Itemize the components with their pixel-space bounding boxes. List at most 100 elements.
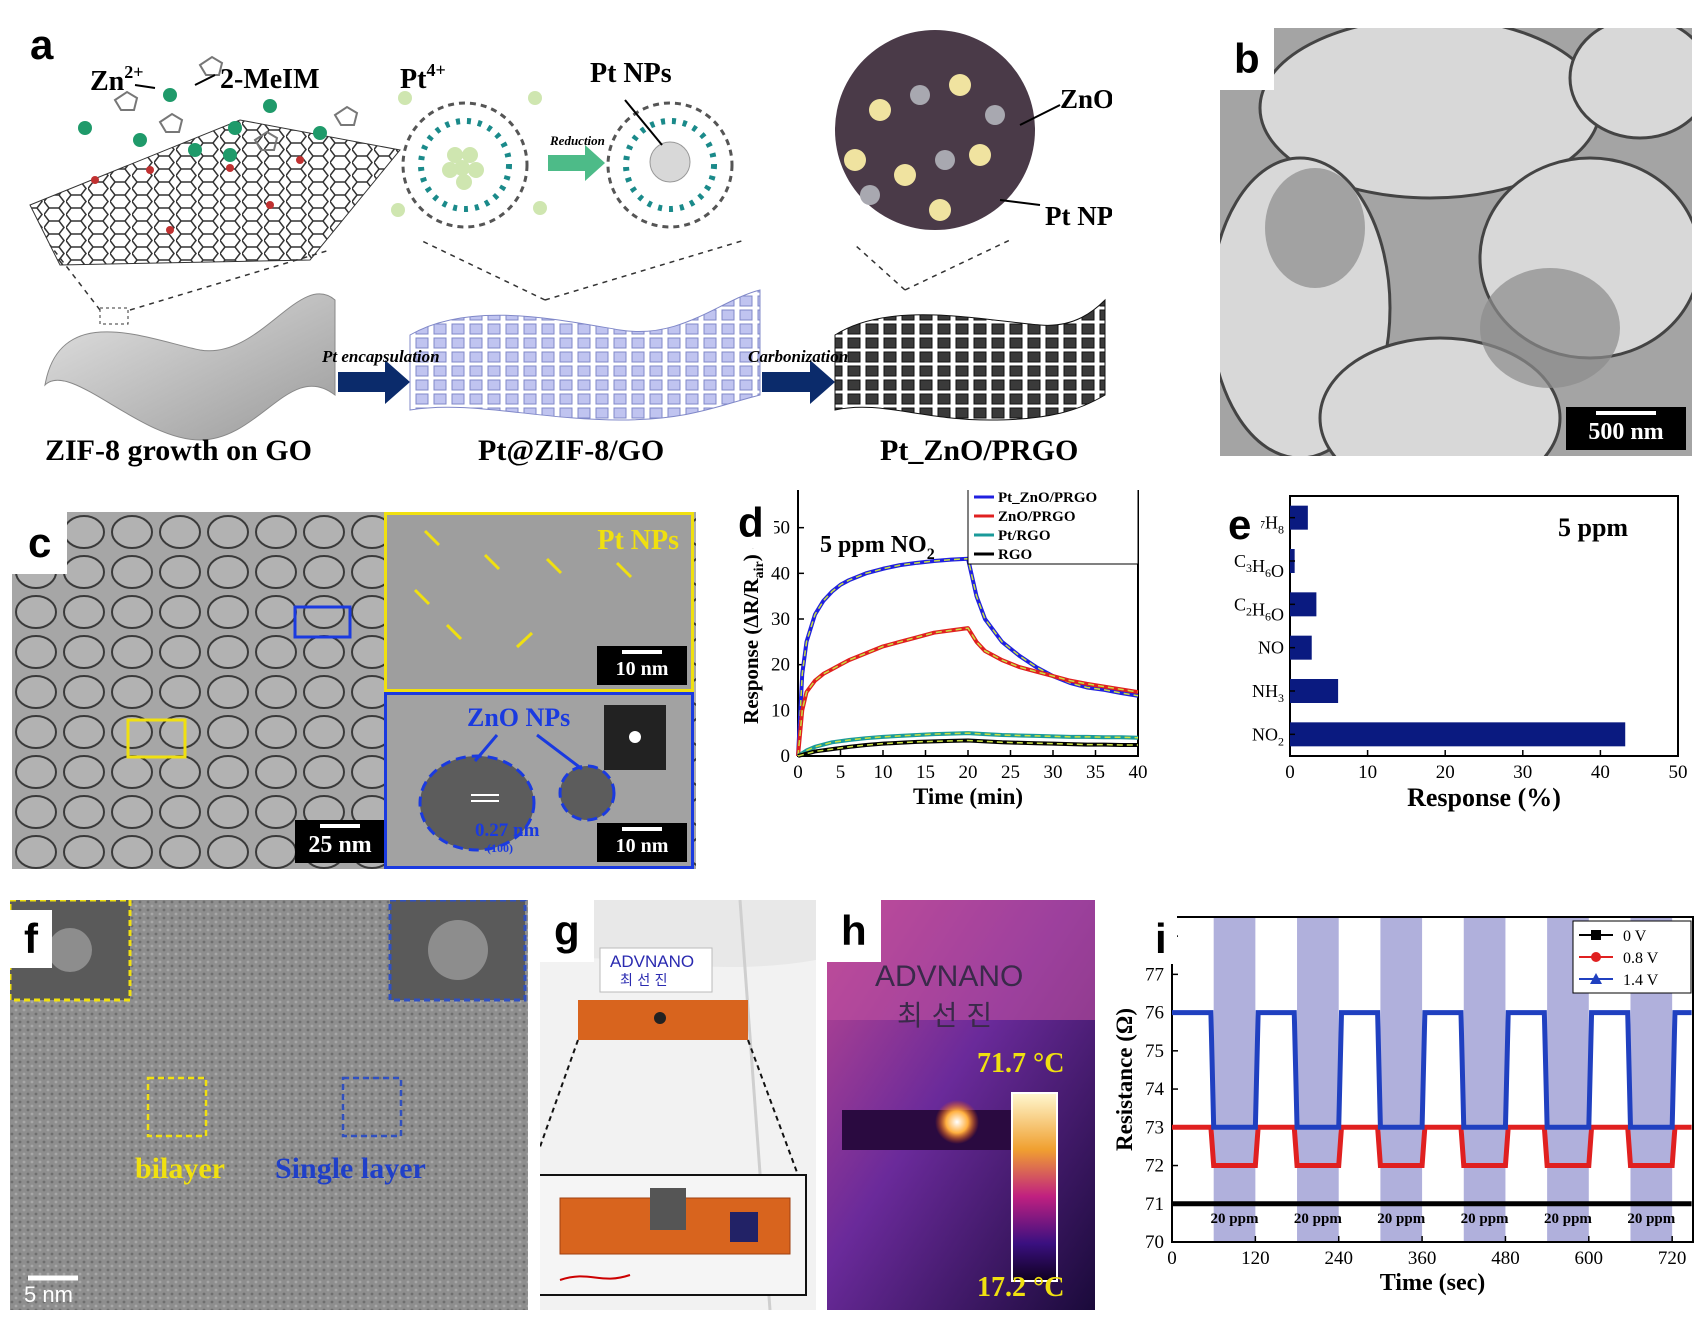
- chart-d-series-0: [796, 556, 1139, 757]
- chart-d-ytick-label: 10: [771, 700, 790, 721]
- chart-d-legend-label: RGO: [998, 547, 1032, 563]
- carbonization-label: Carbonization: [748, 347, 848, 366]
- pt-nps-arrow: [624, 99, 663, 146]
- pt-ion-label: Pt4+: [400, 60, 446, 95]
- hot-spot: [935, 1100, 979, 1144]
- chart-i-ytick-label: 71: [1145, 1194, 1164, 1215]
- step2-label: Pt@ZIF-8/GO: [478, 434, 664, 467]
- name-tag: [599, 947, 713, 993]
- panel-c-scale-text: 25 nm: [308, 832, 372, 858]
- chart-i-legend-label: 1.4 V: [1623, 972, 1659, 989]
- chart-i-exposure-band: [1463, 917, 1506, 1242]
- thermal-colorbar: [1011, 1092, 1058, 1282]
- inset-top-label: Pt NPs: [597, 525, 679, 556]
- inset-bottom-scale-text: 10 nm: [615, 835, 669, 857]
- chart-i-exposure-band: [1380, 917, 1423, 1242]
- chart-i-series-1: [1172, 1124, 1692, 1169]
- single-layer-label: Single layer: [275, 1152, 426, 1185]
- panel-b-tem: [1220, 28, 1692, 456]
- chart-d-ytick-label: 20: [771, 655, 790, 676]
- inset-bottom-scalebar: 10 nm: [597, 823, 687, 862]
- thermal-text-line1: ADVNANO: [875, 960, 1024, 993]
- chart-i-xlabel: Time (sec): [1380, 1270, 1486, 1296]
- chart-i-xtick-label: 0: [1167, 1248, 1177, 1269]
- panel-g-photo: [540, 900, 816, 1310]
- chart-i: 20 ppm 20 ppm 20 ppm 20 ppm 20 ppm 20 ppm 0 120…: [1112, 916, 1694, 1296]
- panel-d: d 0 5 10 15 20 25 30 35 40 0 10 20 30 40 50 60 Time (min…: [700, 490, 1200, 880]
- chart-d-xlabel: Time (min): [913, 784, 1023, 809]
- panel-f-hrtem: [10, 900, 528, 1310]
- chart-d-ytick-label: 30: [771, 609, 790, 630]
- chart-i-exposure-label: 20 ppm: [1627, 1211, 1675, 1227]
- chart-i-legend-marker: [1591, 952, 1601, 962]
- chart-i-exposure-band: [1297, 917, 1339, 1242]
- plane-label: (100): [487, 841, 513, 855]
- chart-e-bar: [1290, 635, 1312, 660]
- chart-i-exposure-label: 20 ppm: [1211, 1211, 1259, 1227]
- zno-particle: [835, 30, 1035, 230]
- panel-f: f bilayer Single layer 5 nm: [10, 900, 528, 1310]
- panel-c-inset-top: Pt NPs 10 nm: [384, 512, 694, 692]
- panel-b-label: b: [1220, 28, 1274, 90]
- chart-i-xtick-label: 600: [1575, 1248, 1604, 1269]
- zoom-lines: [49, 239, 1011, 311]
- t-min-label: 17.2 °C: [977, 1272, 1065, 1303]
- chart-d-legend-label: ZnO/PRGO: [998, 509, 1076, 525]
- chart-e-bar: [1290, 722, 1626, 747]
- chart-d-xtick-label: 30: [1044, 762, 1063, 783]
- blue-roi: [293, 605, 352, 639]
- prgo-sheet: [834, 298, 1106, 421]
- chart-i-ytick-label: 77: [1145, 964, 1164, 985]
- name-tag-line2: 최 선 진: [620, 973, 668, 989]
- panel-h-thermal: [827, 900, 1095, 1310]
- panel-a-schematic: Zn2+ 2-MeIM Pt4+ Pt NPs Reduction ZnO NP…: [29, 30, 1112, 467]
- chart-e-frame: [1289, 495, 1679, 757]
- panel-c-scalebar: 25 nm: [295, 820, 385, 863]
- chart-d-xtick-label: 35: [1086, 762, 1105, 783]
- chart-e-xtick-label: 30: [1513, 762, 1532, 783]
- inset-bottom-label: ZnO NPs: [467, 703, 571, 732]
- panel-h: h ADVNANO 최 선 진 71.7 °C 17.2 °C: [827, 900, 1095, 1310]
- chart-d-fit-0: [797, 557, 1139, 757]
- zif-sheet: [409, 289, 761, 421]
- chart-d-legend-label: Pt/RGO: [998, 528, 1051, 544]
- go-sheet: [44, 293, 336, 441]
- chart-e-xtick-label: 50: [1669, 762, 1688, 783]
- chart-d-xtick-label: 5: [836, 762, 846, 783]
- chart-d-fit-2: [797, 732, 1139, 757]
- arrow-2: [762, 360, 835, 404]
- panel-b-scalebar: 500 nm: [1566, 407, 1686, 450]
- zno-circles: [418, 705, 666, 852]
- chart-d-annotation: 5 ppm NO2: [820, 532, 935, 563]
- chart-d-xtick-label: 0: [793, 762, 803, 783]
- chart-i-exposure-label: 20 ppm: [1461, 1211, 1509, 1227]
- t-max-label: 71.7 °C: [977, 1048, 1065, 1079]
- chart-i-xtick-label: 120: [1241, 1248, 1270, 1269]
- chart-d-fit-3: [797, 739, 1138, 757]
- chart-d-xtick-label: 20: [959, 762, 978, 783]
- chart-e-xlabel: Response (%): [1407, 783, 1561, 812]
- meim-arrow: [194, 74, 216, 86]
- lattice-label: 0.27 nm: [475, 820, 540, 841]
- panel-c-inset-bottom: ZnO NPs 0.27 nm (100) 10 nm: [384, 692, 694, 869]
- pt-arrow-right: [999, 199, 1041, 206]
- reduction-arrow: [548, 145, 605, 181]
- graphene-sheet: [29, 119, 401, 266]
- chart-i-legend-label: 0 V: [1623, 928, 1647, 945]
- chart-i-series-2: [1172, 1010, 1692, 1130]
- arrow-1: [338, 360, 410, 404]
- chart-d-legend-label: Pt_ZnO/PRGO: [998, 490, 1097, 506]
- pt-cluster: [442, 147, 484, 190]
- chart-i-ytick-label: 75: [1145, 1041, 1164, 1062]
- chart-i-legend-marker: [1590, 973, 1602, 984]
- panel-b-scale-text: 500 nm: [1588, 419, 1664, 445]
- pt-nanoparticle: [649, 141, 691, 183]
- chart-d-ytick-label: 0: [781, 746, 791, 767]
- chart-d-ytick-label: 60: [771, 490, 790, 493]
- chart-i-xtick-label: 240: [1324, 1248, 1353, 1269]
- pt-nps-label: Pt NPs: [590, 58, 672, 89]
- panel-b: b 500 nm: [1220, 28, 1692, 456]
- chart-i-ytick-label: 74: [1145, 1079, 1165, 1100]
- name-tag-line1: ADVNANO: [610, 952, 695, 971]
